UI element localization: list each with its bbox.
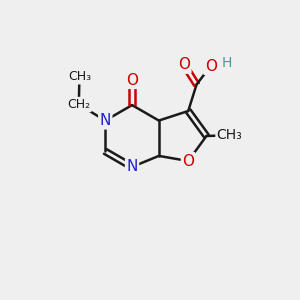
Text: H: H (222, 56, 232, 70)
Text: CH₃: CH₃ (68, 70, 91, 83)
Text: CH₂: CH₂ (67, 98, 90, 111)
Text: CH₃: CH₃ (217, 128, 242, 142)
Text: O: O (126, 73, 138, 88)
Text: O: O (178, 57, 190, 72)
Text: N: N (126, 159, 138, 174)
Text: O: O (182, 154, 194, 169)
Text: N: N (100, 113, 111, 128)
Text: O: O (205, 58, 217, 74)
